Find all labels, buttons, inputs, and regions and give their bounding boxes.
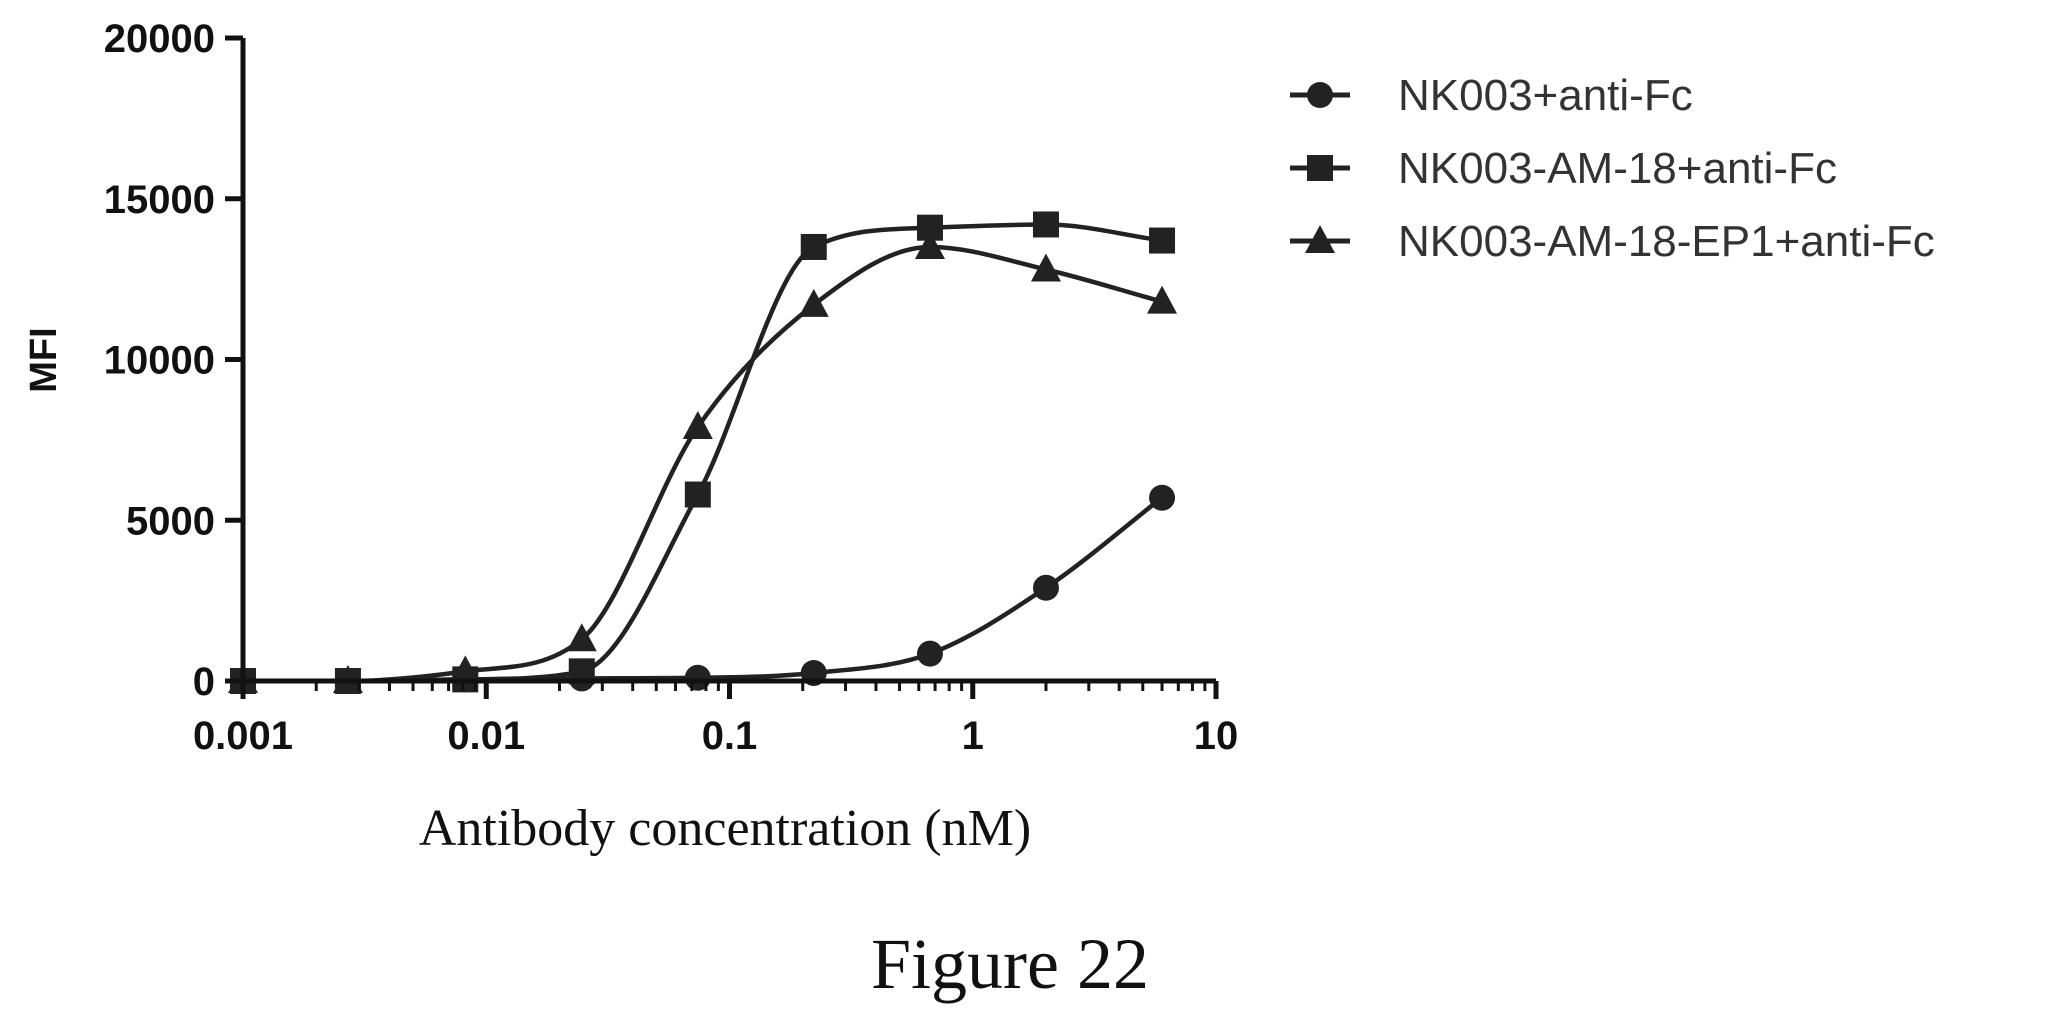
data-point-triangle	[1030, 253, 1061, 282]
axes: 0 5000 10000 15000 20000 0.001 0.01 0.1 1 10	[104, 17, 1238, 758]
legend-item: NK003+anti-Fc	[1290, 71, 1693, 120]
data-point-square	[800, 233, 827, 260]
data-point-triangle	[566, 623, 597, 652]
data-point-square	[684, 481, 711, 508]
data-point-square	[1032, 211, 1059, 238]
fit-curve-circle	[242, 495, 1164, 684]
legend-circle-marker	[1307, 82, 1333, 108]
plot-area	[228, 211, 1178, 694]
fit-curves	[242, 222, 1164, 684]
x-tick-label: 1	[962, 714, 984, 758]
y-tick-label: 10000	[104, 339, 215, 383]
figure-caption: Figure 22	[871, 924, 1149, 1004]
series-square-markers	[230, 211, 1176, 694]
series-triangle-markers	[228, 230, 1178, 693]
x-tick-label: 0.1	[702, 714, 758, 758]
data-point-triangle	[450, 655, 481, 684]
legend-item: NK003-AM-18-EP1+anti-Fc	[1290, 217, 1935, 266]
legend: NK003+anti-Fc NK003-AM-18+anti-Fc NK003-AM…	[1290, 71, 1935, 266]
legend-square-marker	[1307, 155, 1333, 181]
fit-curve-triangle	[242, 244, 1163, 684]
y-tick-label: 20000	[104, 17, 215, 61]
data-point-triangle	[914, 230, 945, 259]
data-markers	[228, 211, 1178, 694]
data-point-triangle	[682, 411, 713, 440]
fit-curve-square	[242, 222, 1163, 684]
x-tick-label: 0.001	[193, 714, 293, 758]
x-axis-label: Antibody concentration (nM)	[419, 800, 1031, 857]
legend-label: NK003+anti-Fc	[1398, 71, 1693, 120]
legend-label: NK003-AM-18+anti-Fc	[1398, 144, 1837, 193]
y-ticks: 0 5000 10000 15000 20000	[104, 17, 243, 704]
y-tick-label: 5000	[126, 499, 215, 543]
legend-label: NK003-AM-18-EP1+anti-Fc	[1398, 217, 1935, 266]
data-point-triangle	[1147, 285, 1178, 314]
x-ticks: 0.001 0.01 0.1 1 10	[193, 681, 1238, 758]
x-tick-label: 0.01	[447, 714, 525, 758]
data-point-circle	[1032, 574, 1059, 601]
legend-item: NK003-AM-18+anti-Fc	[1290, 144, 1837, 193]
data-point-circle	[916, 640, 943, 667]
y-tick-label: 0	[193, 660, 215, 704]
y-tick-label: 15000	[104, 178, 215, 222]
series-circle-markers	[230, 484, 1176, 694]
y-axis-label: MFI	[23, 327, 65, 392]
legend-triangle-marker	[1305, 225, 1335, 253]
data-point-circle	[1149, 484, 1176, 511]
data-point-square	[1149, 227, 1176, 254]
data-point-triangle	[798, 288, 829, 317]
x-tick-label: 10	[1194, 714, 1239, 758]
